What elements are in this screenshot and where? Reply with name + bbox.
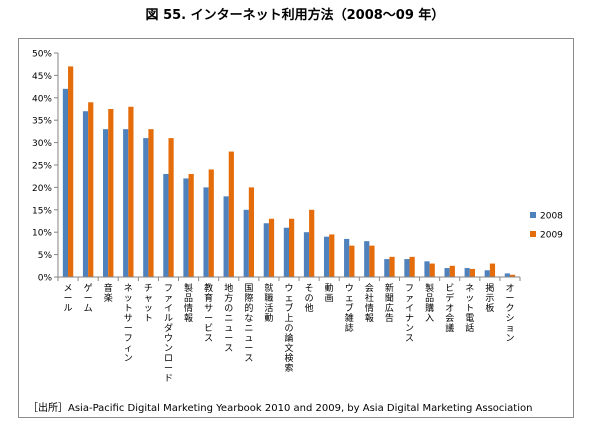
bar-2008	[263, 223, 269, 277]
bar-2008	[123, 129, 129, 277]
x-tick-label: ゲーム	[84, 282, 93, 314]
bar-2008	[223, 196, 229, 277]
x-tick-label: ネット電話	[465, 283, 474, 334]
bar-2009	[409, 256, 415, 277]
x-tick-label: 地方のニュース	[224, 282, 233, 354]
y-tick-label: 10%	[32, 229, 52, 239]
bar-2009	[88, 102, 94, 277]
x-tick-label: チャット	[144, 283, 153, 324]
bar-2009	[329, 234, 335, 277]
bar-2009	[108, 109, 114, 277]
legend-swatch-2008	[530, 212, 536, 218]
x-tick-label: 就職活動	[264, 282, 273, 324]
bar-2008	[404, 259, 410, 277]
legend-label: 2009	[540, 231, 563, 241]
x-tick-label: 新聞広告	[385, 282, 394, 324]
x-tick-label: ネットサーフィン	[124, 283, 133, 364]
bar-2009	[429, 263, 435, 277]
x-tick-label: その他	[305, 283, 314, 314]
y-tick-label: 30%	[32, 139, 52, 149]
legend-label: 2008	[540, 212, 563, 222]
bar-2008	[323, 236, 330, 277]
bar-2008	[203, 187, 209, 277]
bar-2008	[283, 227, 289, 277]
bar-2009	[509, 274, 516, 277]
bar-2009	[349, 245, 355, 277]
y-tick-label: 25%	[32, 162, 52, 172]
bar-2009	[268, 218, 275, 277]
bar-2008	[384, 259, 390, 277]
y-tick-label: 45%	[32, 72, 52, 82]
bar-2009	[228, 151, 234, 277]
x-tick-label: 製品購入	[425, 282, 434, 324]
bar-2008	[344, 238, 350, 277]
legend: 2008 2009	[530, 212, 563, 241]
bar-2009	[188, 173, 194, 277]
bar-2009	[148, 129, 154, 277]
y-tick-label: 40%	[32, 94, 52, 104]
bar-2009	[289, 218, 295, 277]
bar-2009	[449, 265, 455, 277]
bar-2008	[303, 232, 310, 277]
chart-title: 図 55. インターネット利用方法（2008〜09 年）	[145, 8, 445, 23]
y-tick-label: 50%	[32, 50, 52, 60]
x-tick-label: 動画	[325, 283, 334, 304]
bar-2008	[163, 173, 169, 277]
bar-2008	[464, 268, 470, 277]
bar-2008	[504, 273, 510, 277]
bar-2009	[309, 209, 315, 277]
bar-2009	[128, 106, 134, 277]
bar-2008	[82, 111, 89, 278]
x-tick-label: ファイルダウンロード	[164, 284, 173, 384]
y-tick-label: 5%	[38, 251, 53, 261]
source-note: ［出所］Asia-Pacific Digital Marketing Yearb…	[28, 403, 533, 414]
bar-2009	[248, 187, 255, 277]
bar-2008	[364, 241, 370, 277]
y-tick-label: 35%	[32, 117, 52, 127]
bar-2008	[143, 138, 149, 277]
x-tick-label: 掲示板	[485, 283, 494, 314]
y-tick-label: 20%	[32, 184, 52, 194]
y-tick-label: 15%	[32, 206, 52, 216]
bar-2008	[243, 209, 249, 277]
bar-2009	[469, 268, 475, 277]
bar-2008	[424, 261, 430, 277]
bar-2008	[444, 268, 450, 277]
bar-2009	[68, 66, 74, 277]
bars	[62, 66, 516, 278]
bar-2009	[208, 169, 214, 277]
x-tick-label: ファイナンス	[405, 284, 414, 344]
x-tick-label: ウェブ雑誌	[345, 283, 354, 334]
x-axis: メール ゲーム 音楽 ネットサーフィン チャット ファイルダウンロード 製品情報 教育サービス…	[57, 276, 521, 384]
x-tick-label: メール	[64, 284, 73, 314]
bar-2008	[484, 270, 490, 277]
bar-2009	[168, 138, 174, 277]
bar-2009	[389, 256, 395, 277]
chart-frame	[18, 38, 574, 418]
x-tick-label: 音楽	[104, 282, 113, 304]
y-tick-label: 0%	[38, 274, 53, 284]
legend-swatch-2009	[530, 231, 536, 237]
x-tick-label: 製品情報	[184, 282, 193, 324]
x-tick-label: ウェブ上の論文検索	[284, 283, 293, 374]
bar-2008	[183, 178, 189, 277]
bar-2008	[103, 129, 109, 277]
y-axis: 0% 5% 10% 15% 20% 25% 30% 35% 40% 45% 50%	[32, 50, 59, 284]
x-tick-label: オークション	[505, 283, 514, 344]
x-tick-label: 教育サービス	[204, 282, 213, 344]
x-tick-label: ビデオ会議	[445, 283, 454, 334]
bar-2009	[489, 263, 496, 277]
bar-2009	[369, 245, 375, 277]
x-tick-label: 国際的なニュース	[244, 283, 253, 364]
x-tick-label: 会社情報	[365, 282, 374, 324]
bar-2008	[62, 88, 69, 277]
